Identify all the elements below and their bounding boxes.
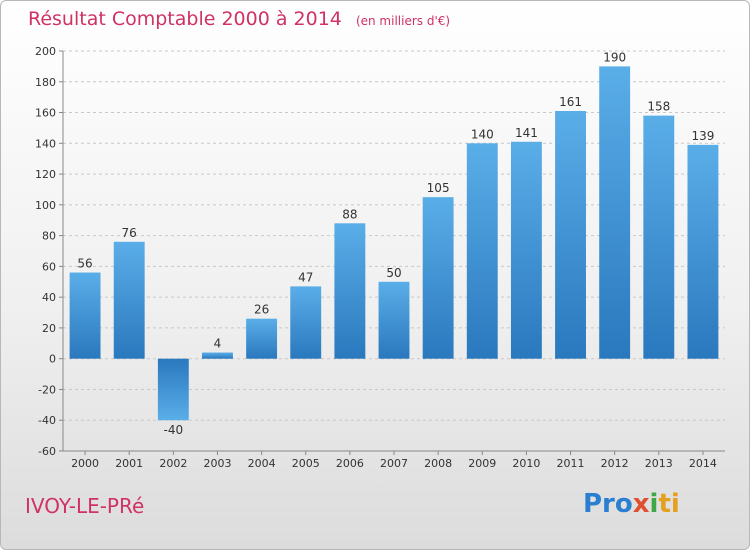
data-label: 141 [515,126,538,140]
bar-2003 [202,352,233,359]
bar-2000 [69,272,101,359]
data-label: 105 [427,181,450,195]
x-tick-label: 2009 [468,457,496,470]
y-tick-label: 160 [35,107,56,120]
bar-2013 [643,115,675,359]
y-tick-label: 120 [35,168,56,181]
data-label: 76 [122,226,137,240]
x-tick-label: 2002 [159,457,187,470]
y-tick-label: -20 [38,383,56,396]
x-tick-label: 2014 [689,457,717,470]
y-tick-label: 80 [42,230,56,243]
data-label: 158 [647,100,670,114]
y-tick-label: 140 [35,137,56,150]
bar-2014 [687,144,719,359]
chart-title: Résultat Comptable 2000 à 2014 [28,8,342,30]
bar-2007 [378,281,410,359]
x-tick-label: 2008 [424,457,452,470]
y-tick-label: 180 [35,76,56,89]
y-tick-label: 40 [42,291,56,304]
bar-2008 [422,197,454,359]
y-tick-label: -60 [38,445,56,458]
x-tick-label: 2000 [71,457,99,470]
x-tick-label: 2004 [248,457,276,470]
y-tick-label: 0 [49,353,56,366]
x-tick-label: 2012 [601,457,629,470]
bar-2006 [334,223,366,359]
commune-name: IVOY-LE-PRé [25,494,145,518]
proxiti-logo: Proxiti [583,489,680,519]
x-tick-label: 2010 [512,457,540,470]
y-tick-label: 60 [42,260,56,273]
bar-2005 [290,286,322,359]
data-label: -40 [164,423,184,437]
data-label: 140 [471,127,494,141]
y-tick-label: 20 [42,322,56,335]
x-tick-label: 2001 [115,457,143,470]
x-tick-label: 2006 [336,457,364,470]
data-label: 88 [342,207,357,221]
y-tick-label: 100 [35,199,56,212]
x-tick-label: 2003 [203,457,231,470]
data-label: 161 [559,95,582,109]
bar-2002 [157,358,189,421]
data-label: 4 [214,337,222,351]
data-label: 190 [603,50,626,64]
data-label: 50 [386,266,401,280]
chart-title-block: Résultat Comptable 2000 à 2014 (en milli… [28,8,450,30]
bar-2011 [555,111,586,359]
bar-2001 [113,241,145,359]
bar-2012 [599,66,631,359]
data-label: 139 [691,129,714,143]
chart-subtitle: (en milliers d'€) [355,14,451,28]
y-tick-label: -40 [38,414,56,427]
y-tick-label: 200 [35,45,56,58]
x-tick-label: 2013 [645,457,673,470]
x-tick-label: 2011 [557,457,585,470]
bar-2004 [246,318,278,359]
data-label: 47 [298,270,313,284]
bar-2010 [510,141,542,359]
data-label: 56 [77,257,92,271]
x-tick-label: 2005 [292,457,320,470]
bar-2009 [466,143,498,359]
data-label: 26 [254,303,269,317]
x-tick-label: 2007 [380,457,408,470]
